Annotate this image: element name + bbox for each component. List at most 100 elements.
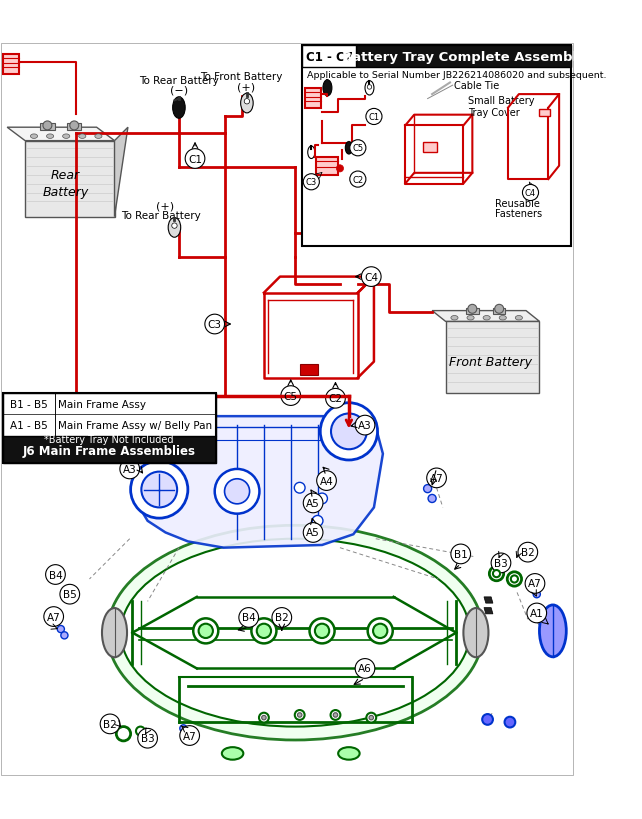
Bar: [423, 143, 437, 153]
Text: C2: C2: [329, 394, 342, 404]
Ellipse shape: [107, 526, 483, 740]
Circle shape: [120, 459, 139, 479]
Bar: [67, 124, 82, 131]
Text: A7: A7: [47, 612, 60, 622]
Circle shape: [257, 624, 271, 638]
Circle shape: [136, 726, 145, 735]
Circle shape: [239, 608, 259, 627]
Bar: [3, 55, 19, 75]
Circle shape: [262, 716, 266, 720]
Ellipse shape: [102, 609, 127, 658]
Circle shape: [331, 414, 367, 450]
Text: B1: B1: [454, 550, 467, 559]
Text: C4: C4: [364, 272, 378, 283]
Bar: [539, 111, 550, 117]
Polygon shape: [25, 142, 114, 217]
Bar: [305, 88, 321, 108]
Text: C4: C4: [525, 188, 536, 197]
Ellipse shape: [168, 219, 180, 238]
Circle shape: [138, 728, 157, 748]
Circle shape: [295, 710, 304, 720]
Text: B2: B2: [103, 719, 117, 729]
Text: B2: B2: [275, 613, 289, 622]
Circle shape: [116, 726, 130, 741]
Circle shape: [43, 122, 52, 131]
Text: To Front Battery: To Front Battery: [311, 206, 394, 216]
Bar: [302, 46, 571, 247]
Polygon shape: [484, 597, 493, 604]
Text: Front Battery: Front Battery: [449, 355, 532, 369]
Text: A3: A3: [123, 464, 137, 474]
Circle shape: [333, 713, 338, 717]
Text: Cable Tie: Cable Tie: [455, 81, 499, 91]
Circle shape: [303, 494, 323, 514]
Bar: [316, 157, 338, 175]
Circle shape: [507, 572, 521, 586]
Circle shape: [491, 554, 511, 573]
Ellipse shape: [46, 135, 54, 139]
Ellipse shape: [121, 539, 470, 726]
Text: C1 - C7: C1 - C7: [306, 51, 352, 64]
Text: B4: B4: [49, 570, 62, 580]
Circle shape: [281, 387, 300, 406]
Ellipse shape: [516, 316, 523, 320]
Circle shape: [312, 516, 323, 527]
Ellipse shape: [467, 316, 474, 320]
Text: B4: B4: [242, 613, 256, 622]
Text: *Battery Tray Not Included: *Battery Tray Not Included: [44, 435, 174, 445]
Ellipse shape: [222, 747, 243, 760]
Polygon shape: [7, 128, 114, 142]
Text: C3: C3: [208, 319, 221, 329]
Bar: [3, 437, 216, 463]
Text: To Front Battery: To Front Battery: [200, 72, 282, 82]
Text: A5: A5: [306, 498, 320, 509]
Text: C1: C1: [369, 113, 379, 122]
Circle shape: [57, 626, 64, 633]
Ellipse shape: [308, 147, 315, 160]
Ellipse shape: [451, 316, 458, 320]
Circle shape: [172, 224, 177, 229]
Ellipse shape: [95, 135, 102, 139]
Polygon shape: [484, 608, 493, 614]
Circle shape: [511, 576, 518, 583]
Text: Applicable to Serial Number JB226214086020 and subsequent.: Applicable to Serial Number JB2262140860…: [307, 71, 606, 79]
Text: J6 Main Frame Assemblies: J6 Main Frame Assemblies: [22, 444, 196, 457]
Circle shape: [527, 604, 546, 623]
Bar: [3, 393, 216, 437]
Circle shape: [214, 469, 259, 514]
Circle shape: [336, 165, 343, 173]
Text: Battery Tray Complete Assembly: Battery Tray Complete Assembly: [342, 51, 586, 64]
Circle shape: [180, 726, 200, 745]
Polygon shape: [114, 128, 128, 217]
Polygon shape: [446, 322, 539, 393]
Text: A5: A5: [306, 527, 320, 538]
Bar: [40, 124, 55, 131]
Text: B3: B3: [494, 559, 508, 568]
Circle shape: [70, 122, 79, 131]
Text: (+): (+): [237, 82, 255, 92]
Text: A4: A4: [320, 476, 333, 486]
Circle shape: [315, 624, 329, 638]
Circle shape: [185, 150, 205, 170]
Circle shape: [428, 495, 436, 503]
Text: Main Frame Assy w/ Belly Pan: Main Frame Assy w/ Belly Pan: [58, 421, 213, 431]
Bar: [493, 309, 505, 314]
Circle shape: [297, 713, 302, 717]
Circle shape: [294, 482, 305, 494]
Text: A6: A6: [358, 663, 372, 673]
Ellipse shape: [63, 135, 70, 139]
Bar: [300, 364, 318, 376]
Text: A7: A7: [183, 731, 196, 740]
Ellipse shape: [323, 81, 332, 97]
Polygon shape: [134, 417, 383, 548]
Ellipse shape: [539, 605, 566, 657]
Circle shape: [244, 99, 250, 105]
Circle shape: [46, 565, 65, 585]
Circle shape: [309, 618, 334, 644]
Circle shape: [518, 543, 537, 563]
Circle shape: [198, 624, 213, 638]
Circle shape: [366, 109, 382, 125]
Text: Fasteners: Fasteners: [495, 209, 542, 219]
Text: B1 - B5: B1 - B5: [10, 399, 48, 410]
Text: C3: C3: [306, 178, 317, 187]
